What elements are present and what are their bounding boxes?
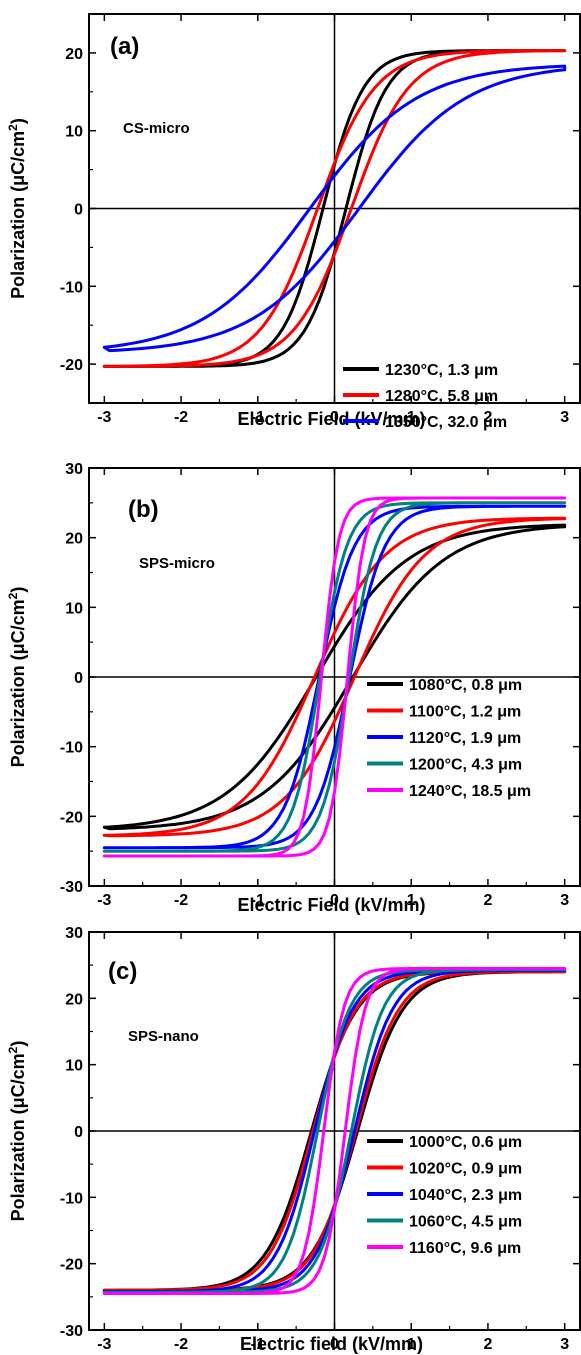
y-axis-label: Polarization (μC/cm2) [6,1041,28,1222]
sample-label: SPS-nano [128,1028,199,1045]
y-tick-label: -10 [60,1190,83,1207]
y-tick-label: 0 [74,670,83,687]
legend-entry: 1160°C, 9.6 μm [409,1240,521,1257]
y-tick-label: -30 [60,1323,83,1340]
y-tick-label: 10 [65,1058,83,1075]
x-tick-label: 0 [330,1336,339,1353]
x-tick-label: 1 [407,409,416,426]
x-tick-label: 1 [407,892,416,909]
x-tick-label: -3 [97,1336,111,1353]
y-tick-label: 10 [65,600,83,617]
series-line-4 [102,496,567,858]
x-tick-label: -2 [174,892,188,909]
x-tick-label: 2 [483,892,492,909]
legend-entry: 1040°C, 2.3 μm [409,1187,522,1204]
y-tick-label: 30 [65,925,83,942]
y-tick-label: 20 [65,991,83,1008]
y-tick-label: -10 [60,279,83,296]
legend-entry: 1200°C, 4.3 μm [409,757,522,774]
y-tick-label: 20 [65,46,83,63]
x-tick-label: 2 [483,409,492,426]
x-tick-label: -1 [251,892,265,909]
x-tick-label: 0 [330,409,339,426]
legend-entry: 1240°C, 18.5 μm [409,783,531,800]
legend-entry: 1120°C, 1.9 μm [409,730,521,747]
legend-entry: 1080°C, 0.8 μm [409,677,522,694]
legend-entry: 1060°C, 4.5 μm [409,1214,522,1231]
y-tick-label: 0 [74,202,83,219]
y-axis-label: Polarization (μC/cm2) [6,118,28,299]
legend-entry: 1230°C, 1.3 μm [385,362,498,379]
x-tick-label: 2 [483,1336,492,1353]
y-tick-label: 30 [65,461,83,478]
x-tick-label: 0 [330,892,339,909]
x-tick-label: 1 [407,1336,416,1353]
legend-entry: 1020°C, 0.9 μm [409,1161,522,1178]
x-tick-label: -1 [251,1336,265,1353]
series-line-3 [102,501,567,853]
x-tick-label: -2 [174,1336,188,1353]
legend-entry: 1000°C, 0.6 μm [409,1134,522,1151]
x-tick-label: -3 [97,409,111,426]
series-line-4 [102,967,567,1295]
y-tick-label: -10 [60,740,83,757]
panel-label: (a) [110,33,139,60]
series-line-1 [102,516,567,838]
x-tick-label: 3 [560,892,569,909]
series-line-2 [102,64,567,353]
y-tick-label: -20 [60,357,83,374]
y-tick-label: -20 [60,809,83,826]
y-tick-label: 20 [65,531,83,548]
series-line-0 [102,523,567,831]
y-axis-label: Polarization (μC/cm2) [6,587,28,768]
sample-label: SPS-micro [139,555,215,572]
x-tick-label: -1 [251,409,265,426]
x-axis-label: Electric Field (kV/mm) [237,409,425,429]
x-tick-label: 3 [560,409,569,426]
y-tick-label: 0 [74,1124,83,1141]
legend-entry: 1100°C, 1.2 μm [409,704,521,721]
y-tick-label: -30 [60,879,83,896]
y-tick-label: -20 [60,1257,83,1274]
legend-entry: 1280°C, 5.8 μm [385,388,498,405]
x-axis-label: Electric Field (kV/mm) [237,895,425,915]
x-tick-label: 3 [560,1336,569,1353]
x-axis-label: Electric field (kV/mm) [240,1334,423,1354]
legend-entry: 1350°C, 32.0 μm [385,414,507,431]
x-tick-label: -2 [174,409,188,426]
sample-label: CS-micro [123,120,190,137]
x-tick-label: -3 [97,892,111,909]
series-line-1 [102,49,567,368]
panel-label: (c) [108,958,137,985]
panel-label: (b) [128,496,159,523]
y-tick-label: 10 [65,124,83,141]
